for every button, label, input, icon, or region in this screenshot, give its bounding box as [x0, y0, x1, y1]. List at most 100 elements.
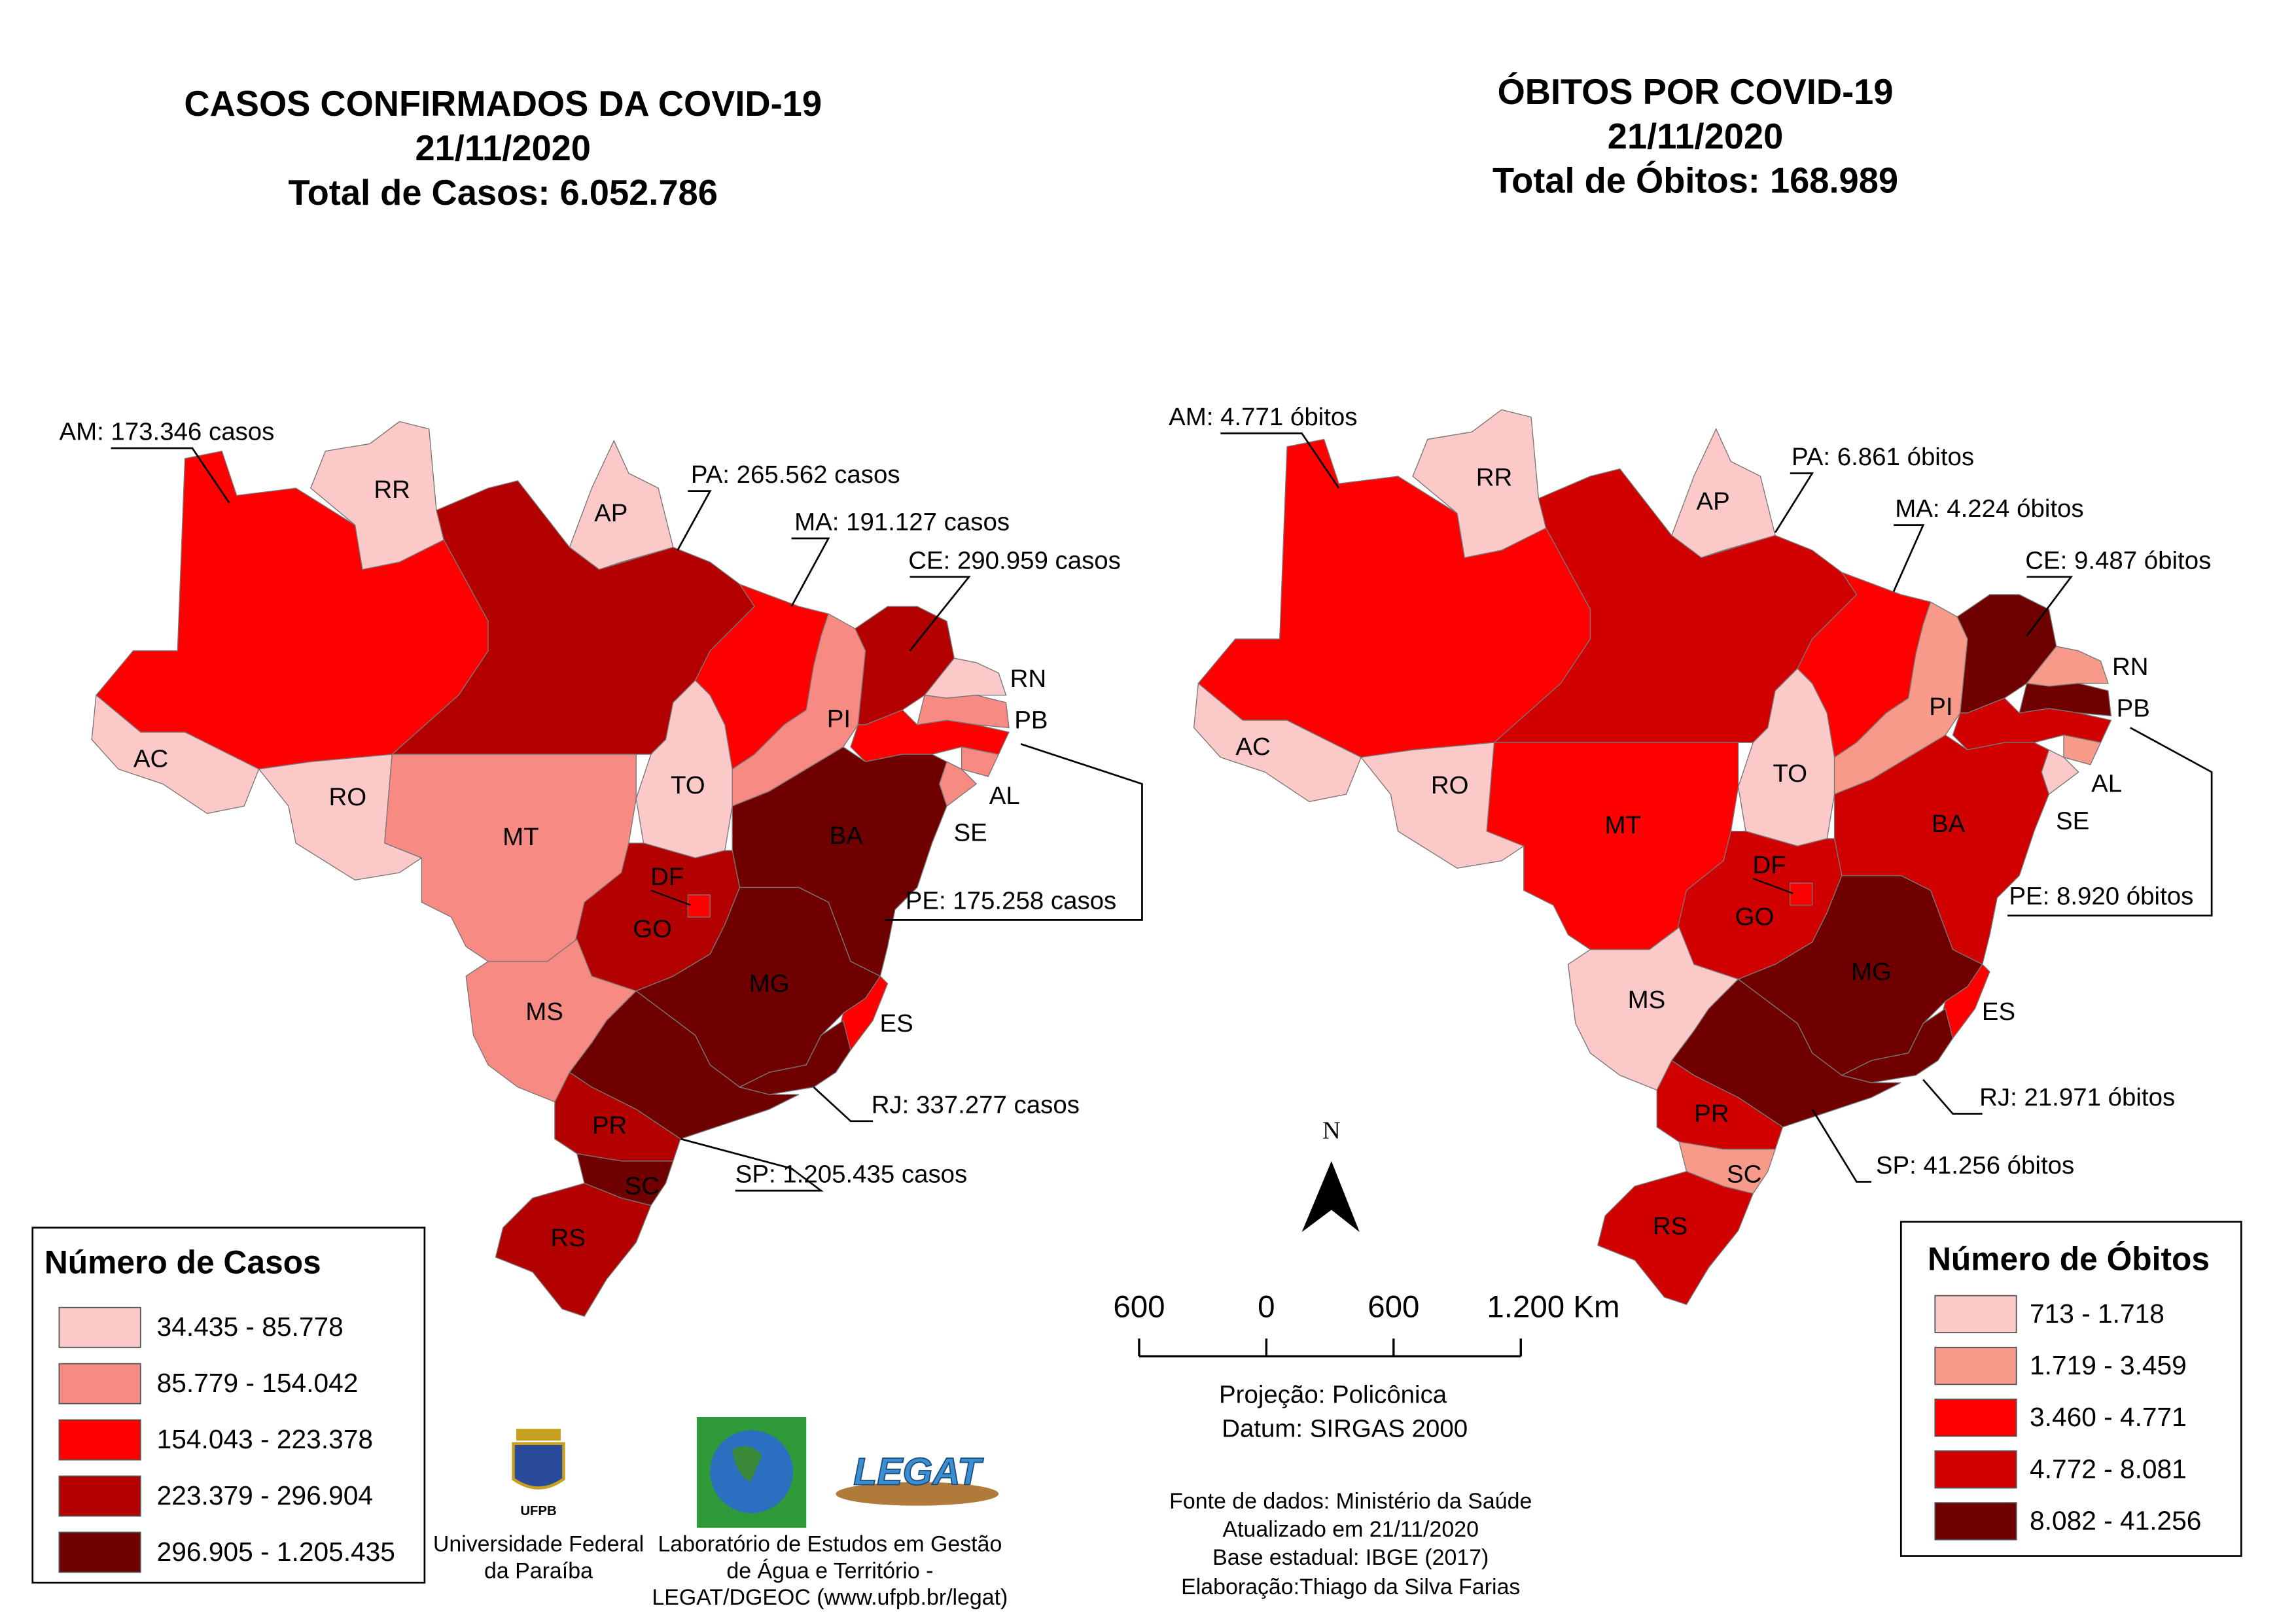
state-label: TO	[1773, 759, 1807, 788]
state-label: AC	[133, 744, 168, 773]
state-label: MS	[525, 998, 563, 1026]
callout: AM: 4.771 óbitos	[1169, 403, 1357, 431]
state-label: MS	[1628, 986, 1666, 1014]
legend-swatch	[58, 1419, 141, 1461]
state-label: RR	[374, 476, 410, 504]
legend-label: 154.043 - 223.378	[157, 1424, 373, 1454]
legend-label: 1.719 - 3.459	[2030, 1350, 2187, 1380]
state-label: RN	[1010, 665, 1047, 693]
map-title: ÓBITOS POR COVID-19	[1498, 73, 1894, 112]
scale-label: 600	[1113, 1290, 1165, 1325]
leader-line	[1892, 524, 1925, 592]
state-label: PR	[1694, 1100, 1729, 1128]
state-label: DF	[1752, 851, 1786, 879]
leader-line	[1220, 432, 1340, 489]
ufpb-abbr: UFPB	[520, 1504, 556, 1518]
state-label: PR	[592, 1111, 627, 1140]
lab-line: Laboratório de Estudos em Gestão	[658, 1532, 1002, 1557]
state-label: RO	[1431, 771, 1469, 799]
legend-label: 8.082 - 41.256	[2030, 1505, 2201, 1535]
state-label: SE	[2056, 807, 2089, 835]
state	[961, 746, 1000, 777]
state-label: RR	[1476, 464, 1512, 492]
state-label: GO	[1735, 903, 1775, 931]
state-label: MG	[749, 969, 790, 998]
state	[1670, 978, 1901, 1128]
legend-title: Número de Casos	[44, 1244, 321, 1280]
state-label: AP	[1697, 487, 1730, 515]
scale-label: 1.200 Km	[1487, 1290, 1619, 1325]
state	[91, 694, 260, 814]
datum: Datum: SIRGAS 2000	[1222, 1415, 1468, 1443]
legend-swatch	[1934, 1502, 2017, 1541]
state-label: SC	[1727, 1161, 1761, 1189]
leader-line	[909, 576, 971, 652]
leader-line	[790, 537, 830, 607]
state-label: AC	[1235, 733, 1270, 761]
projection: Projeção: Policônica	[1219, 1381, 1447, 1409]
source-line: Fonte de dados: Ministério da Saúde	[1169, 1489, 1532, 1514]
leader-line	[1774, 472, 1814, 533]
state-label: PB	[1014, 707, 1048, 735]
state-label: AP	[594, 499, 627, 527]
callout: PA: 6.861 óbitos	[1792, 443, 1974, 471]
logo-shape	[836, 1482, 999, 1506]
leader-line	[677, 490, 712, 551]
legend-label: 3.460 - 4.771	[2030, 1402, 2187, 1432]
state-label: RO	[329, 783, 367, 811]
ufpb-name: Universidade Federal	[433, 1532, 644, 1557]
state	[1656, 1060, 1784, 1150]
state-label: PB	[2117, 694, 2150, 722]
leader-line	[680, 1138, 824, 1192]
state	[1193, 682, 1362, 803]
north-arrow: N	[1301, 1117, 1360, 1232]
map-title: CASOS CONFIRMADOS DA COVID-19	[184, 84, 822, 124]
north-arrow-shape	[1301, 1161, 1360, 1232]
legend-box	[31, 1227, 426, 1584]
scale-bar	[1138, 1338, 1522, 1358]
legend-swatch	[58, 1475, 141, 1517]
leader-line	[1811, 1109, 1872, 1183]
north-label: N	[1322, 1117, 1341, 1145]
legend-label: 223.379 - 296.904	[157, 1480, 373, 1510]
legend-box	[1899, 1221, 2242, 1557]
lab-line: de Água e Território -	[726, 1558, 933, 1583]
source-line: Elaboração:Thiago da Silva Farias	[1181, 1575, 1520, 1599]
callout: PE: 8.920 óbitos	[2009, 882, 2193, 911]
state-label: RS	[551, 1224, 586, 1252]
state-label: MT	[1605, 811, 1641, 839]
callout: RJ: 337.277 casos	[872, 1091, 1080, 1119]
ufpb-logo: UFPB	[512, 1429, 565, 1518]
state	[554, 1072, 681, 1162]
callout: MA: 191.127 casos	[794, 508, 1010, 536]
state-label: RS	[1653, 1212, 1687, 1240]
legend-swatch	[58, 1363, 141, 1405]
legend-swatch	[1934, 1295, 2017, 1334]
state-label: BA	[1932, 810, 1966, 838]
state	[1597, 1170, 1754, 1306]
leader-line	[813, 1086, 873, 1123]
state	[687, 894, 711, 918]
legend-label: 296.905 - 1.205.435	[157, 1537, 395, 1567]
source-line: Base estadual: IBGE (2017)	[1212, 1545, 1489, 1570]
leader-line	[1922, 1079, 1983, 1115]
dgeoc-logo	[696, 1417, 807, 1528]
legend-swatch	[1934, 1346, 2017, 1386]
logo-shape	[512, 1442, 565, 1490]
state	[2063, 734, 2102, 765]
state-label: PI	[827, 705, 851, 733]
state-label: MG	[1851, 958, 1892, 986]
state-label: AL	[989, 782, 1020, 810]
state	[1360, 742, 1525, 869]
state-label: SC	[625, 1172, 660, 1200]
state-label: SE	[954, 818, 987, 846]
legend-label: 713 - 1.718	[2030, 1299, 2164, 1329]
legend-label: 34.435 - 85.778	[157, 1312, 344, 1342]
scale-label: 0	[1258, 1290, 1275, 1325]
legend-label: 85.779 - 154.042	[157, 1368, 359, 1398]
state-label: BA	[830, 822, 864, 850]
source-line: Atualizado em 21/11/2020	[1223, 1517, 1479, 1542]
